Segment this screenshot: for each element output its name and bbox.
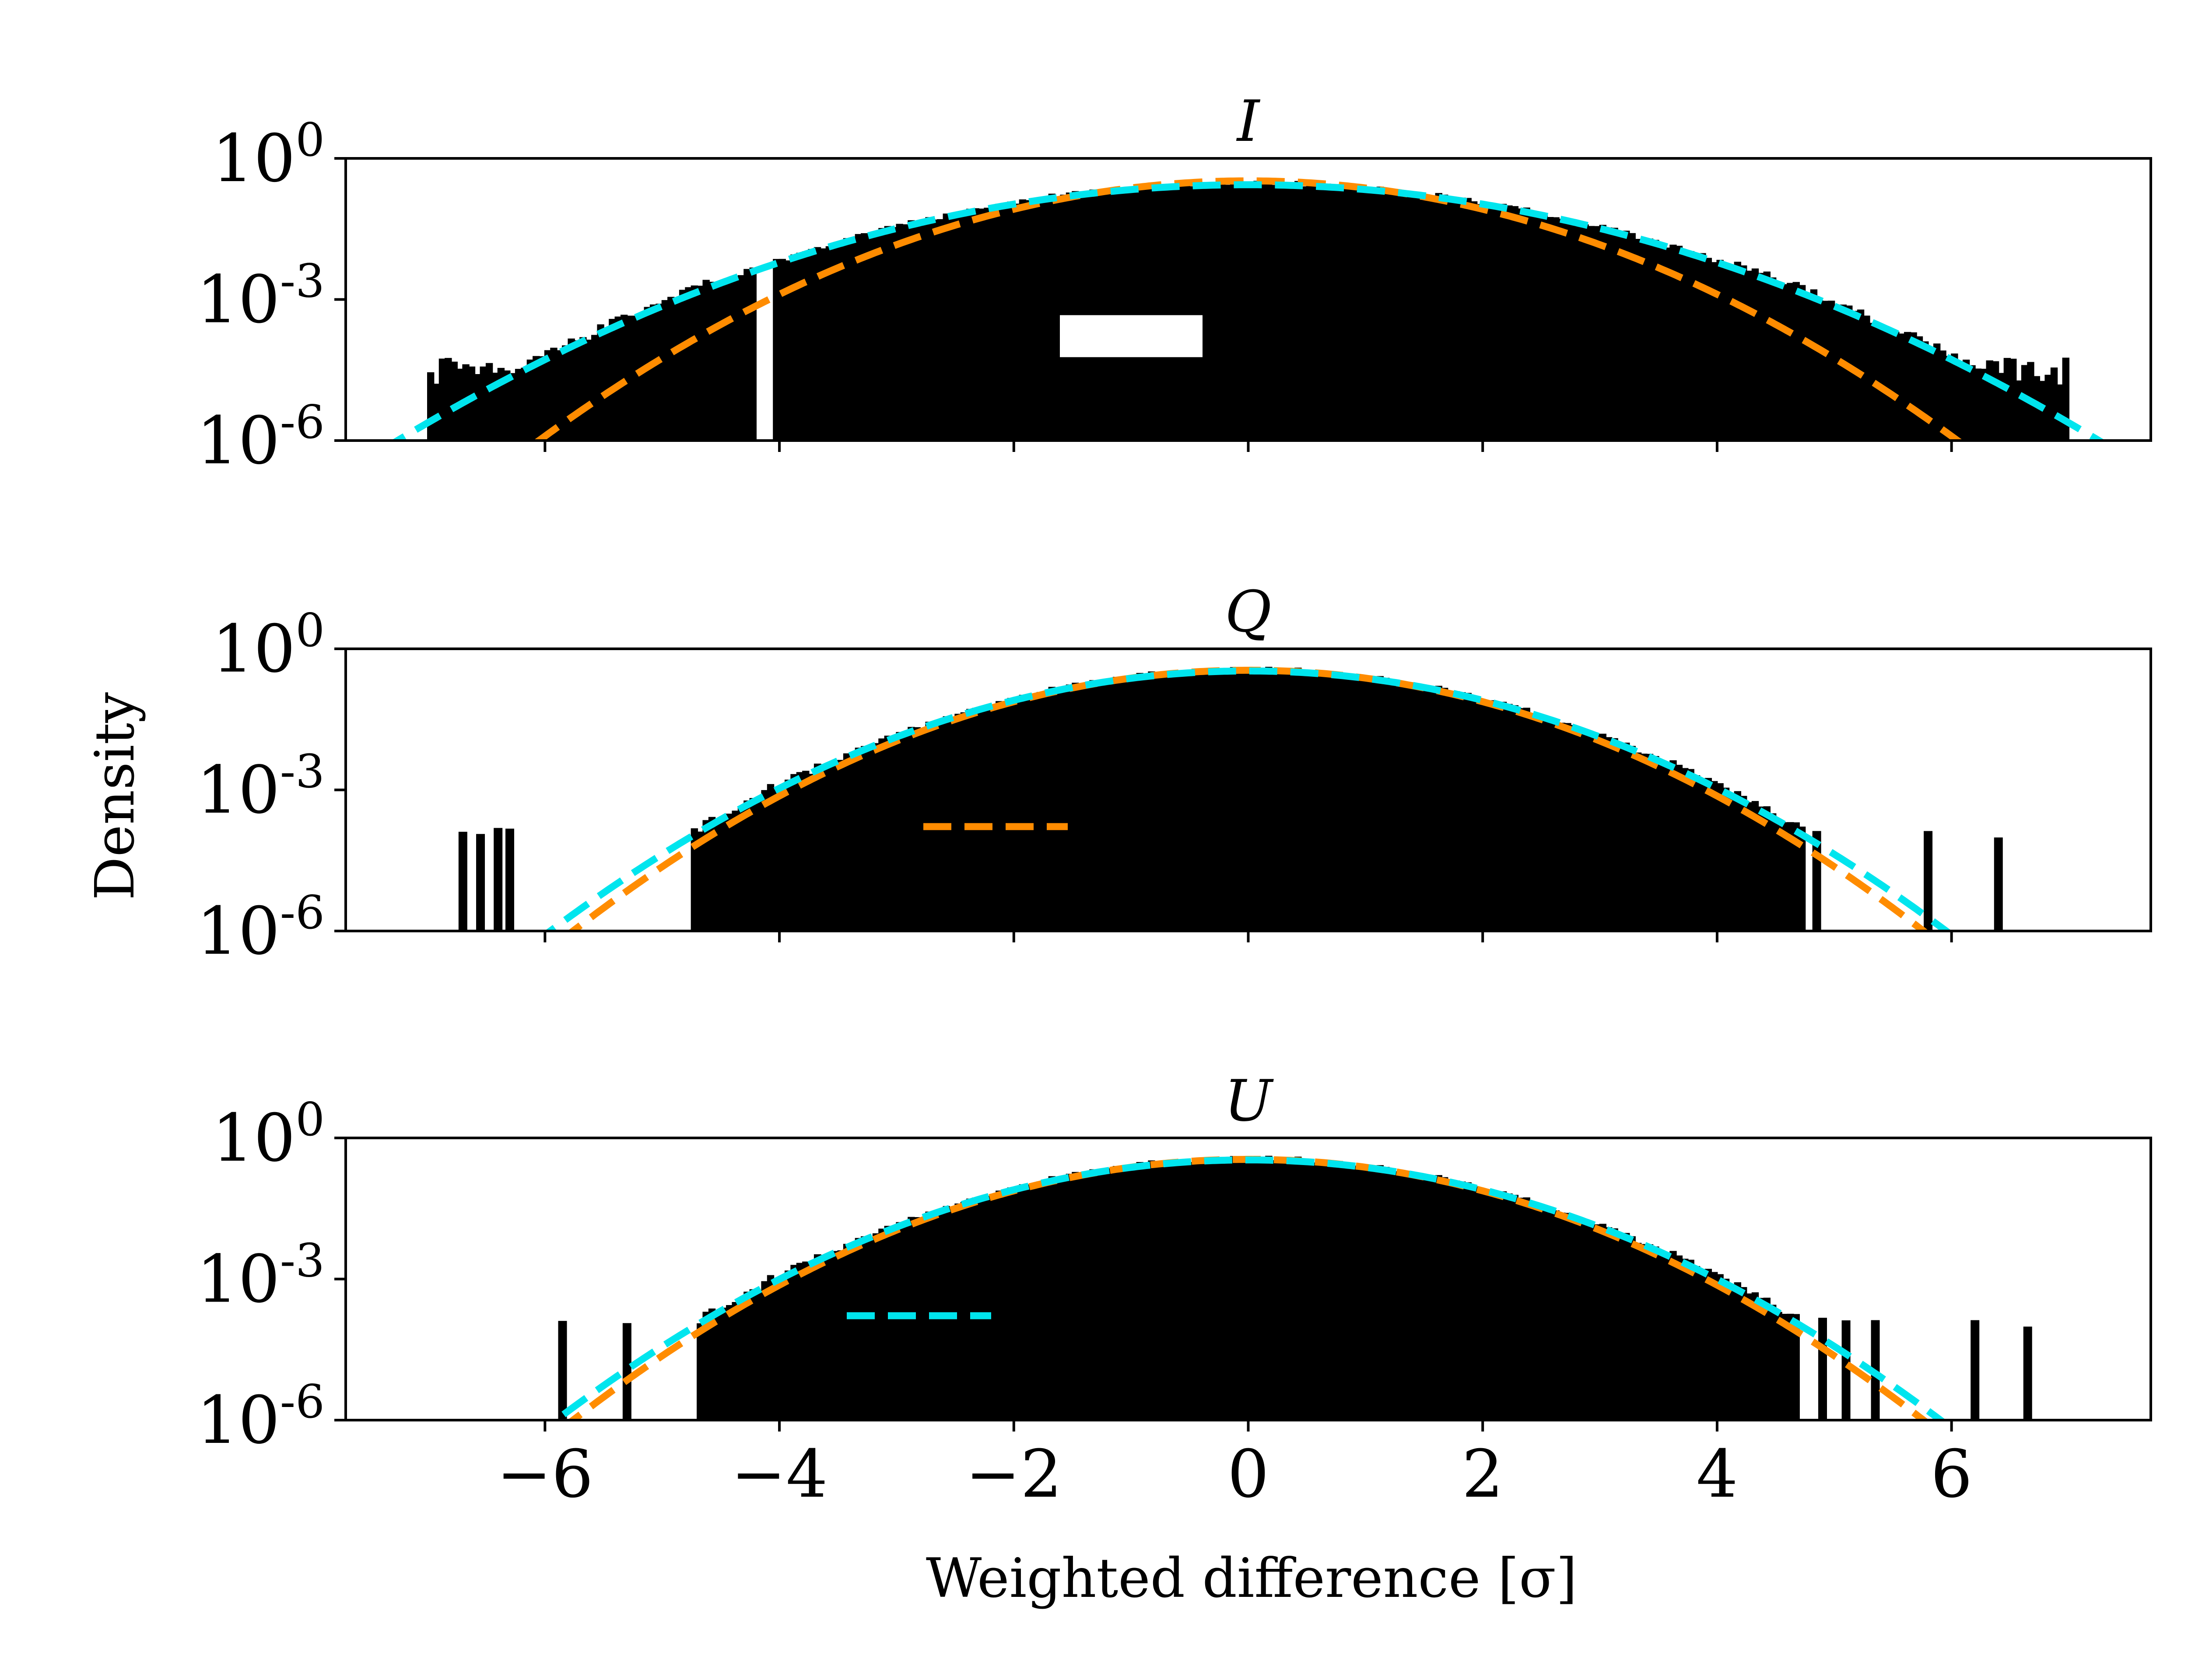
- plot-area: [391, 177, 2106, 441]
- outlier-bar: [622, 1323, 631, 1420]
- outlier-bar: [1818, 1318, 1827, 1420]
- y-tick-label: 10-3: [196, 255, 325, 338]
- outlier-bar: [458, 832, 467, 931]
- panel-q: 100 10-3 10-6 Q White noise: [196, 578, 2152, 970]
- legend: White noise: [923, 789, 1525, 865]
- x-tick-label: 4: [1696, 1436, 1738, 1512]
- x-tick-label: 6: [1931, 1436, 1972, 1512]
- panel-title: Q: [1225, 578, 1272, 645]
- outlier-bar: [1994, 837, 2003, 931]
- outlier-bar: [1924, 831, 1933, 931]
- y-tick-label: 100: [212, 113, 325, 197]
- legend-swatch: [1054, 309, 1209, 364]
- y-tick-label: 10-3: [196, 745, 325, 829]
- outlier-bar: [1648, 831, 1657, 931]
- x-axis-label: Weighted difference [σ]: [926, 1547, 1577, 1610]
- outlier-bar: [1971, 1320, 1980, 1420]
- data-histogram: [427, 180, 2069, 441]
- panels: 100 10-3 10-6 I Data 100 10-3 10-6 Q White noise −…: [196, 88, 2152, 1512]
- white-noise-curve: [533, 177, 1964, 441]
- outlier-bar: [505, 829, 514, 931]
- outlier-bar: [1841, 1320, 1851, 1420]
- x-tick-label: −2: [965, 1436, 1062, 1512]
- legend-label: Data: [1267, 298, 1424, 374]
- fitted-gaussian-curve: [391, 181, 2106, 441]
- panel-u: −6 −4 −2 0 2 4 6 100 10-3 10-6 U Fitted Gaussian: [196, 1068, 2152, 1512]
- x-tick-label: 2: [1462, 1436, 1503, 1512]
- outlier-bar: [1789, 1317, 1798, 1420]
- y-tick-label: 10-3: [196, 1234, 325, 1318]
- outlier-bar: [494, 828, 503, 931]
- y-tick-label: 100: [212, 1093, 325, 1176]
- legend: Data: [1054, 298, 1424, 374]
- panel-title: I: [1236, 88, 1261, 154]
- outlier-bar: [558, 1321, 567, 1420]
- outlier-bar: [2023, 1326, 2032, 1420]
- plot-area: [550, 1155, 2032, 1420]
- y-tick-label: 100: [212, 604, 325, 687]
- fitted-gaussian-curve: [544, 667, 1952, 931]
- legend: Fitted Gaussian: [847, 1278, 1581, 1354]
- x-tick-label: 0: [1227, 1436, 1269, 1512]
- y-tick-label: 10-6: [196, 1375, 325, 1459]
- x-tick-label: −6: [497, 1436, 593, 1512]
- fitted-gaussian-curve: [550, 1156, 1946, 1420]
- y-tick-label: 10-6: [196, 396, 325, 479]
- outlier-bar: [476, 834, 485, 931]
- y-axis-label: Density: [84, 692, 147, 900]
- legend-label: White noise: [1133, 789, 1525, 865]
- legend-label: Fitted Gaussian: [1057, 1278, 1581, 1354]
- panel-title: U: [1224, 1068, 1274, 1134]
- white-noise-curve: [567, 667, 1929, 931]
- plot-area: [458, 667, 2003, 931]
- panel-i: 100 10-3 10-6 I Data: [196, 88, 2152, 479]
- y-tick-label: 10-6: [196, 886, 325, 970]
- x-tick-label: −4: [731, 1436, 828, 1512]
